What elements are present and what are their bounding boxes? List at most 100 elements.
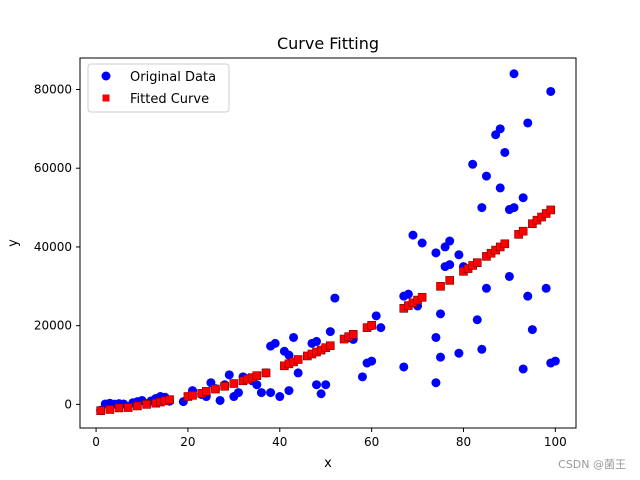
data-point	[509, 69, 519, 79]
data-point	[399, 362, 409, 372]
series-fitted-curve	[96, 205, 556, 415]
data-point	[468, 159, 478, 169]
fitted-point	[261, 368, 271, 378]
plot-area: 0 20 40 60 80 100 0 20000 40000 60000 80000	[34, 57, 577, 449]
data-point	[316, 389, 326, 399]
data-point	[518, 193, 528, 203]
data-point	[550, 356, 560, 366]
fitted-point	[220, 381, 229, 391]
data-point	[371, 311, 381, 321]
data-point	[312, 380, 322, 390]
chart-title: Curve Fitting	[277, 34, 379, 53]
data-point	[546, 86, 556, 96]
legend-label-fitted-curve: Fitted Curve	[130, 92, 209, 107]
data-point	[472, 315, 482, 325]
fitted-point	[500, 239, 510, 249]
data-point	[357, 372, 367, 382]
fitted-point	[325, 341, 335, 351]
data-point	[325, 327, 335, 337]
data-point	[445, 236, 455, 246]
data-point	[504, 271, 514, 281]
fitted-point	[105, 405, 115, 414]
data-point	[527, 325, 537, 335]
fitted-point	[188, 391, 197, 400]
fitted-point	[201, 387, 211, 396]
series-layer	[96, 69, 560, 415]
data-point	[256, 388, 266, 398]
x-tick-label: 60	[364, 435, 379, 449]
y-tick-label: 20000	[34, 319, 72, 333]
data-point	[431, 332, 441, 342]
fitted-point	[546, 205, 556, 215]
data-point	[284, 350, 294, 360]
fitted-point	[96, 406, 105, 415]
fitted-point	[445, 276, 455, 285]
data-point	[289, 332, 299, 342]
data-point	[233, 388, 243, 398]
fitted-point	[133, 401, 142, 411]
y-tick-label: 60000	[34, 161, 72, 175]
x-tick-label: 40	[272, 435, 287, 449]
data-point	[252, 380, 262, 390]
data-point	[481, 171, 491, 181]
data-point	[518, 364, 528, 374]
data-point	[523, 118, 533, 128]
fitted-point	[252, 371, 262, 380]
x-tick-label: 20	[180, 435, 195, 449]
data-point	[408, 230, 418, 240]
legend-marker-original-data	[101, 71, 111, 81]
data-point	[431, 248, 441, 258]
data-point	[541, 283, 551, 293]
fitted-point	[348, 330, 358, 339]
data-point	[454, 250, 464, 260]
data-point	[270, 338, 280, 348]
data-point	[215, 395, 225, 405]
fitted-point	[518, 226, 528, 236]
fitted-point	[114, 403, 124, 413]
axes-frame	[79, 57, 577, 429]
data-point	[477, 344, 487, 354]
fitted-point	[417, 293, 427, 302]
fitted-point	[293, 355, 303, 364]
y-tick-label: 40000	[34, 240, 72, 254]
data-point	[403, 289, 413, 299]
data-point	[312, 336, 322, 346]
legend-marker-fitted-curve	[102, 94, 110, 102]
data-point	[367, 356, 377, 366]
data-point	[266, 388, 276, 398]
data-point	[330, 293, 340, 303]
data-point	[509, 203, 519, 213]
data-point	[477, 203, 487, 213]
data-point	[495, 183, 505, 193]
x-axis-label: x	[324, 456, 332, 471]
data-point	[495, 124, 505, 134]
legend-label-original-data: Original Data	[130, 70, 216, 85]
data-point	[436, 352, 446, 362]
fitted-point	[472, 258, 482, 267]
y-axis-label: y	[6, 239, 21, 247]
data-point	[321, 380, 331, 390]
watermark: CSDN @菌王	[558, 458, 626, 471]
data-point	[523, 291, 533, 301]
y-tick-label: 80000	[34, 82, 72, 96]
fitted-point	[229, 379, 239, 388]
data-point	[481, 283, 491, 293]
fitted-point	[165, 395, 174, 404]
x-tick-label: 0	[92, 435, 100, 449]
data-point	[431, 378, 441, 388]
y-tick-label: 0	[64, 397, 72, 411]
fitted-point	[367, 320, 376, 330]
data-point	[436, 309, 446, 319]
fitted-point	[436, 281, 445, 291]
data-point	[284, 386, 294, 396]
series-original-data	[96, 69, 560, 415]
x-tick-label: 80	[456, 435, 471, 449]
x-axis: 0 20 40 60 80 100	[92, 428, 567, 449]
data-point	[293, 368, 303, 378]
legend-box	[87, 63, 230, 113]
fitted-point	[211, 384, 220, 394]
fitted-point	[123, 403, 133, 412]
data-point	[224, 370, 234, 380]
data-point	[417, 238, 427, 248]
